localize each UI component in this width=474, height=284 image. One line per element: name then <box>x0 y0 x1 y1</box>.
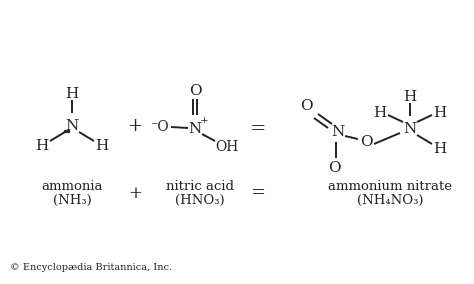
Text: =: = <box>250 184 265 202</box>
Text: H: H <box>374 106 387 120</box>
Text: N: N <box>403 122 417 136</box>
Text: H: H <box>36 139 49 153</box>
Text: H: H <box>433 106 447 120</box>
Text: © Encyclopædia Britannica, Inc.: © Encyclopædia Britannica, Inc. <box>10 263 172 272</box>
Text: =: = <box>250 120 266 138</box>
Text: (NH₄NO₃): (NH₄NO₃) <box>357 193 423 206</box>
Text: ⁻O: ⁻O <box>150 120 168 134</box>
Text: H: H <box>403 90 417 104</box>
Text: N: N <box>188 122 201 136</box>
Text: +: + <box>200 116 209 124</box>
Text: O: O <box>300 99 312 113</box>
Text: +: + <box>128 185 142 202</box>
Text: (HNO₃): (HNO₃) <box>175 193 225 206</box>
Text: O: O <box>328 161 340 175</box>
Text: OH: OH <box>215 140 238 154</box>
Text: H: H <box>95 139 109 153</box>
Text: nitric acid: nitric acid <box>166 179 234 193</box>
Text: H: H <box>433 142 447 156</box>
Text: N: N <box>331 125 345 139</box>
Text: N: N <box>65 119 79 133</box>
Text: (NH₃): (NH₃) <box>53 193 91 206</box>
Text: H: H <box>65 87 79 101</box>
Text: O: O <box>360 135 372 149</box>
Text: ammonia: ammonia <box>41 179 103 193</box>
Text: +: + <box>128 117 143 135</box>
Text: ammonium nitrate: ammonium nitrate <box>328 179 452 193</box>
Text: O: O <box>189 84 201 98</box>
